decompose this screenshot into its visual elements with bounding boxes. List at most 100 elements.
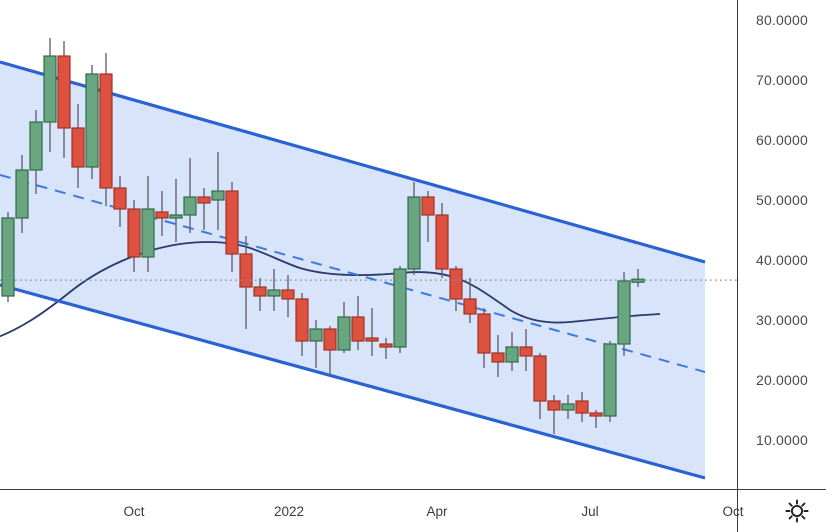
candlestick [169, 179, 183, 242]
candle-body-down [421, 196, 435, 216]
moving-average-line [0, 241, 661, 338]
gear-icon[interactable] [785, 499, 809, 523]
candlestick [407, 182, 421, 275]
candle-body-up [631, 278, 645, 283]
candle-body-up [15, 169, 29, 219]
candlestick [1, 212, 15, 302]
candlestick [351, 296, 365, 350]
candle-body-down [533, 355, 547, 402]
candle-body-up [211, 190, 225, 201]
candlestick [309, 320, 323, 368]
candle-body-down [547, 400, 561, 411]
time-axis-tick: Apr [426, 504, 448, 519]
candle-body-down [575, 400, 589, 414]
time-axis[interactable]: Oct 2022 Apr Jul Oct [0, 489, 826, 532]
candle-body-up [43, 55, 57, 123]
candle-body-up [29, 121, 43, 171]
candlestick [197, 188, 211, 230]
candlestick [393, 266, 407, 353]
candle-body-down [351, 316, 365, 342]
candle-body-up [505, 346, 519, 363]
candle-body-down [477, 313, 491, 354]
candle-body-up [407, 196, 421, 270]
candlestick [491, 335, 505, 377]
time-axis-tick: Jul [581, 504, 599, 519]
candle-body-down [71, 127, 85, 168]
candlestick [575, 392, 589, 422]
price-axis-tick: 10.0000 [756, 432, 809, 448]
candlestick [211, 152, 225, 230]
candlestick [253, 278, 267, 311]
candlestick [631, 269, 645, 287]
candlestick [617, 272, 631, 356]
candlestick [155, 191, 169, 236]
candlestick [337, 302, 351, 353]
candle-body-down [449, 268, 463, 300]
chart-plot-area[interactable] [0, 0, 737, 489]
candlestick [323, 326, 337, 374]
candle-body-down [281, 289, 295, 300]
candlestick [225, 182, 239, 272]
candle-body-down [589, 412, 603, 417]
time-axis-tick: 2022 [273, 504, 305, 519]
price-axis-tick: 50.0000 [756, 192, 809, 208]
price-axis[interactable]: 80.0000 70.0000 60.0000 50.0000 40.0000 30.00… [737, 0, 826, 489]
candle-body-down [365, 337, 379, 342]
candle-body-down [239, 253, 253, 288]
candle-body-up [1, 217, 15, 297]
regression-channel-lower-line [0, 283, 706, 480]
candlestick [505, 332, 519, 371]
candlestick [519, 329, 533, 371]
candlestick [113, 176, 127, 227]
candle-body-down [253, 286, 267, 297]
price-axis-tick: 20.0000 [756, 372, 809, 388]
candle-body-up [169, 214, 183, 219]
candle-body-down [519, 346, 533, 357]
candlestick [85, 65, 99, 179]
candlestick [71, 104, 85, 188]
axis-divider [737, 489, 738, 532]
candlestick [281, 275, 295, 317]
candle-body-down [99, 73, 113, 189]
candle-body-down [379, 343, 393, 348]
candlestick [603, 341, 617, 422]
candlestick [379, 338, 393, 359]
candlestick [295, 293, 309, 356]
candle-body-up [183, 196, 197, 216]
candle-body-down [323, 328, 337, 351]
candlestick [463, 278, 477, 323]
candle-body-down [295, 298, 309, 342]
candlestick [561, 395, 575, 419]
candlestick-series [1, 38, 645, 434]
candlestick [533, 353, 547, 419]
candle-body-down [225, 190, 239, 255]
price-axis-tick: 40.0000 [756, 252, 809, 268]
candle-body-down [155, 211, 169, 219]
candlestick [449, 266, 463, 311]
candle-body-up [85, 73, 99, 168]
time-axis-tick: Oct [722, 504, 744, 519]
price-axis-tick: 30.0000 [756, 312, 809, 328]
candle-body-up [337, 316, 351, 351]
candlestick [99, 53, 113, 206]
candlestick [141, 176, 155, 272]
candlestick [477, 308, 491, 368]
candle-body-down [113, 187, 127, 210]
candle-body-down [435, 214, 449, 270]
price-axis-tick: 60.0000 [756, 132, 809, 148]
candle-body-up [617, 280, 631, 345]
price-axis-tick: 70.0000 [756, 72, 809, 88]
candlestick [29, 110, 43, 194]
candlestick [267, 269, 281, 311]
candlestick [183, 158, 197, 233]
price-axis-tick: 80.0000 [756, 12, 809, 28]
candle-body-up [141, 208, 155, 258]
candle-body-down [57, 55, 71, 129]
candlestick [43, 38, 57, 152]
candlestick [589, 410, 603, 428]
regression-channel-upper-line [0, 60, 706, 264]
candle-body-up [603, 343, 617, 417]
candlestick [57, 41, 71, 158]
candle-body-down [197, 196, 211, 204]
